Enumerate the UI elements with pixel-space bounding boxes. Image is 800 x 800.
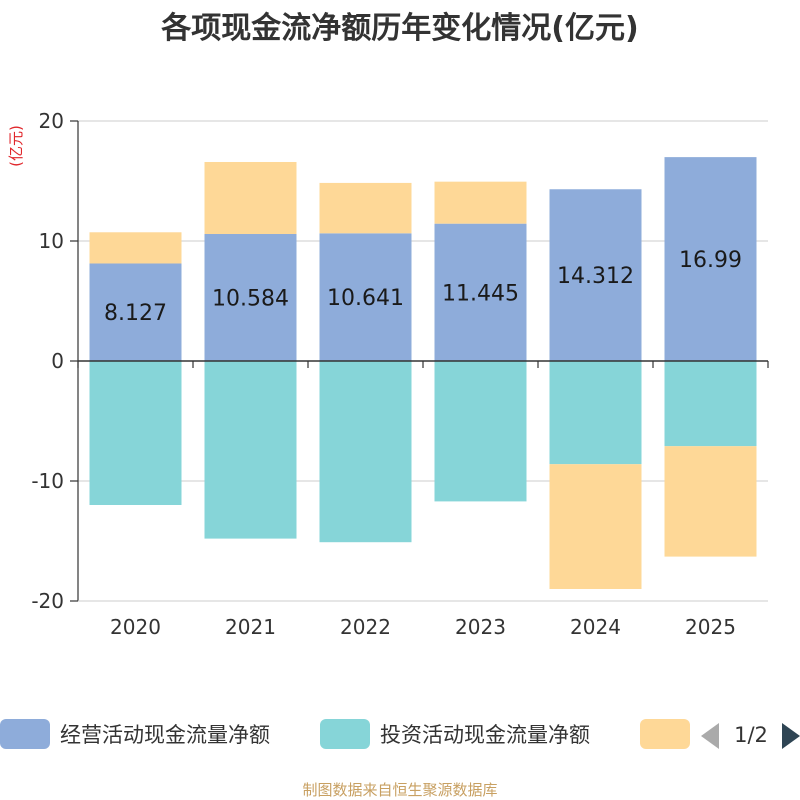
x-tick-labels: 2020 2021 2022 2023 2024 2025 (110, 615, 736, 639)
bar-2023-series-2[interactable] (434, 361, 527, 502)
legend: 经营活动现金流量净额 投资活动现金流量净额 (0, 719, 690, 749)
bar-2024-series-3[interactable] (549, 464, 642, 589)
bar-2020-series-3[interactable] (89, 232, 182, 264)
x-tick-label: 2024 (570, 615, 621, 639)
legend-label-1[interactable]: 经营活动现金流量净额 (60, 723, 270, 747)
legend-swatch-2[interactable] (320, 719, 370, 749)
source-note: 制图数据来自恒生聚源数据库 (302, 781, 497, 799)
x-tick-label: 2025 (685, 615, 736, 639)
pager-page-indicator: 1/2 (734, 723, 768, 747)
y-tick-label: 10 (39, 229, 64, 253)
data-label-2020: 8.127 (104, 301, 167, 326)
bar-2021-series-2[interactable] (204, 361, 297, 539)
bar-2025-series-3[interactable] (664, 446, 757, 557)
x-tick-label: 2021 (225, 615, 276, 639)
data-label-2024: 14.312 (557, 264, 634, 289)
y-tick-label: -10 (31, 469, 64, 493)
bars (89, 157, 757, 589)
bar-2025-series-2[interactable] (664, 361, 757, 447)
data-label-2021: 10.584 (212, 286, 289, 311)
x-tick-label: 2023 (455, 615, 506, 639)
bar-2020-series-1[interactable] (89, 263, 182, 361)
y-tick-label: -20 (31, 589, 64, 613)
bar-2025-series-1[interactable] (664, 157, 757, 361)
bar-2023-series-1[interactable] (434, 223, 527, 361)
legend-swatch-1[interactable] (0, 719, 50, 749)
bar-2022-series-2[interactable] (319, 361, 412, 543)
bar-2022-series-1[interactable] (319, 233, 412, 361)
bar-2024-series-1[interactable] (549, 189, 642, 361)
pager-prev-icon[interactable] (701, 723, 719, 749)
data-label-2023: 11.445 (442, 281, 519, 306)
y-tick-label: 20 (39, 109, 64, 133)
legend-label-2[interactable]: 投资活动现金流量净额 (380, 723, 590, 747)
pager-next-icon[interactable] (782, 723, 800, 749)
legend-swatch-3[interactable] (640, 719, 690, 749)
bar-2020-series-2[interactable] (89, 361, 182, 505)
axes (70, 120, 769, 602)
data-label-2022: 10.641 (327, 286, 404, 311)
bar-2024-series-2[interactable] (549, 361, 642, 465)
bar-2023-series-3[interactable] (434, 181, 527, 224)
y-tick-labels: 20 10 0 -10 -20 (31, 109, 64, 613)
bar-2021-series-3[interactable] (204, 161, 297, 234)
data-labels: 8.127 10.584 10.641 11.445 14.312 16.99 (104, 248, 742, 326)
data-label-2025: 16.99 (679, 248, 742, 273)
x-tick-label: 2020 (110, 615, 161, 639)
chart-title: 各项现金流净额历年变化情况(亿元) (160, 11, 638, 46)
y-tick-label: 0 (51, 349, 64, 373)
x-tick-label: 2022 (340, 615, 391, 639)
bar-2021-series-1[interactable] (204, 233, 297, 361)
bar-2022-series-3[interactable] (319, 182, 412, 234)
legend-pager: 1/2 (701, 723, 800, 749)
y-axis-label: (亿元) (7, 125, 25, 167)
